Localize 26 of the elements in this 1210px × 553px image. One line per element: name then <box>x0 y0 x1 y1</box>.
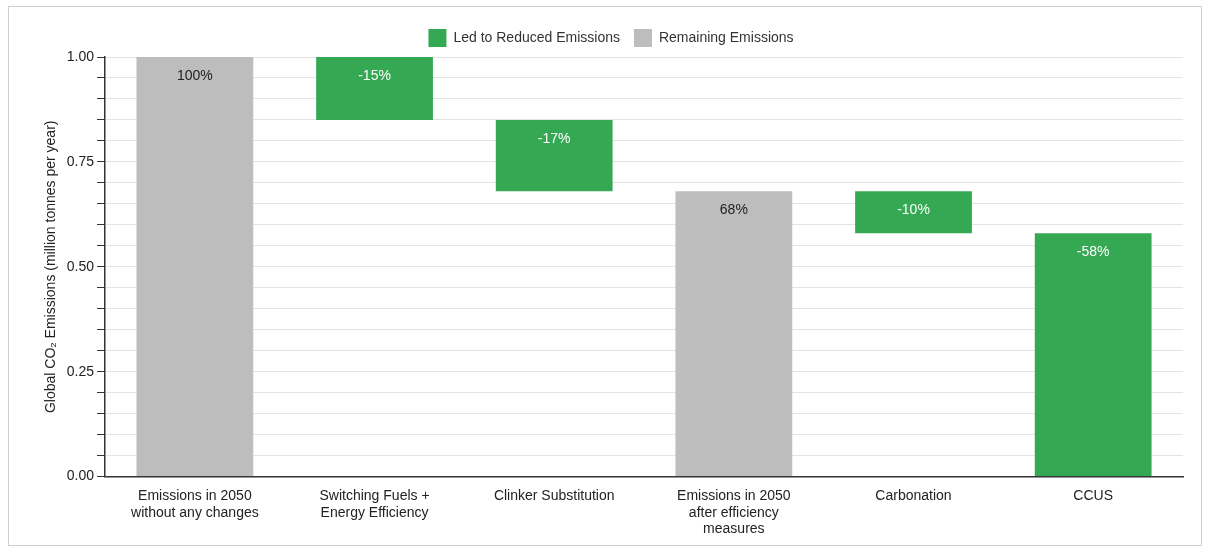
y-tick-label: 1.00 <box>66 47 95 64</box>
data-label: -10% <box>897 201 930 218</box>
data-label: -15% <box>358 66 391 83</box>
legend-label: Led to Reduced Emissions <box>453 28 620 45</box>
y-axis-title: Global CO₂ Emissions (million tonnes per year) <box>42 120 59 414</box>
x-tick-label: CCUS <box>1073 486 1114 503</box>
bar <box>675 191 793 477</box>
x-tick-label: Switching Fuels + Energy Efficiency <box>319 486 430 520</box>
x-tick-label: Emissions in 2050 after efficiency measures <box>677 486 791 537</box>
legend-label: Remaining Emissions <box>658 28 794 45</box>
y-tick-label: 0.50 <box>66 257 95 274</box>
data-label: 100% <box>176 66 213 83</box>
bar <box>316 57 433 120</box>
data-label: -58% <box>1076 243 1110 260</box>
x-tick-label: Carbonation <box>875 486 952 503</box>
bar <box>136 57 254 477</box>
bar <box>495 119 613 192</box>
bar <box>855 191 972 234</box>
y-tick-label: 0.00 <box>66 467 95 484</box>
x-tick-label: Clinker Substitution <box>493 486 615 503</box>
y-tick-label: 0.75 <box>66 152 95 169</box>
y-tick-label: 0.25 <box>66 362 95 379</box>
data-label: -17% <box>537 129 571 146</box>
data-label: 68% <box>719 201 748 218</box>
bar <box>1034 233 1152 477</box>
x-tick-label: Emissions in 2050 without any changes <box>130 486 259 520</box>
